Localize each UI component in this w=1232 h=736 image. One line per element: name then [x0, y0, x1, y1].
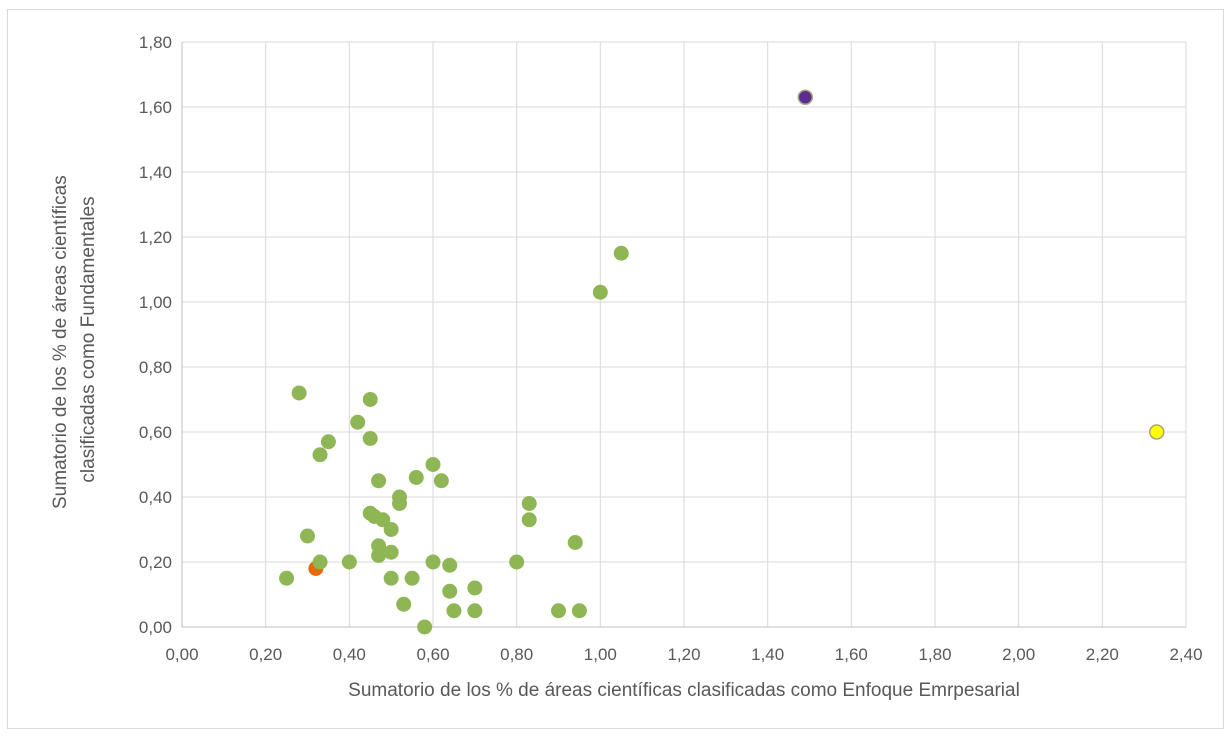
- data-point: [551, 603, 566, 619]
- y-tick-label: 1,20: [139, 228, 172, 247]
- x-tick-label: 1,00: [584, 645, 617, 664]
- data-point: [375, 512, 391, 528]
- x-tick-label: 0,60: [416, 645, 449, 664]
- y-tick-label: 1,80: [139, 33, 172, 52]
- y-tick-label: 1,60: [139, 98, 172, 117]
- data-point: [371, 473, 387, 489]
- data-point: [521, 496, 537, 511]
- data-point: [417, 619, 433, 635]
- data-point: [442, 583, 458, 599]
- data-point: [383, 522, 399, 537]
- data-point: [571, 603, 587, 619]
- data-point: [383, 544, 399, 560]
- data-point: [1148, 424, 1165, 440]
- data-point: [425, 554, 441, 570]
- data-point: [341, 554, 357, 570]
- x-tick-label: 2,40: [1169, 645, 1202, 664]
- y-tick-label: 1,40: [139, 163, 172, 182]
- data-point: [425, 457, 441, 472]
- data-point: [442, 557, 458, 573]
- data-point: [467, 580, 483, 596]
- x-tick-label: 0,00: [165, 645, 198, 664]
- y-axis-title-line-2: clasificadas como Fundamentales: [78, 196, 99, 482]
- x-axis-title: Sumatorio de los % de áreas científicas …: [348, 680, 1020, 701]
- x-tick-label: 1,80: [918, 645, 951, 664]
- data-point: [300, 528, 315, 544]
- data-point: [383, 570, 399, 586]
- data-point: [797, 89, 814, 105]
- y-tick-label: 1,00: [139, 293, 172, 312]
- axis-layer: [181, 42, 1186, 628]
- y-tick-label: 0,00: [139, 618, 172, 637]
- x-tick-label: 0,20: [249, 645, 282, 664]
- data-point: [312, 554, 328, 570]
- data-point: [521, 512, 537, 528]
- data-point: [433, 473, 449, 489]
- y-tick-label: 0,60: [139, 423, 172, 442]
- data-points: [279, 89, 1165, 635]
- data-point: [371, 548, 387, 563]
- x-tick-label: 2,00: [1002, 645, 1035, 664]
- data-point: [404, 570, 420, 586]
- grid-layer: [182, 41, 1187, 627]
- data-point: [467, 603, 483, 619]
- x-tick-label: 2,20: [1086, 645, 1119, 664]
- data-point: [446, 603, 462, 619]
- x-tick-label: 0,40: [333, 645, 366, 664]
- data-point: [362, 431, 378, 446]
- data-point: [312, 447, 328, 463]
- y-tick-label: 0,40: [139, 488, 172, 507]
- x-tick-label: 0,80: [500, 645, 533, 664]
- data-point: [613, 245, 629, 261]
- chart-frame: 0,00 0,20 0,40 0,60 0,80 1,00 1,20 1,40 1,60 1,80…: [7, 9, 1224, 729]
- data-point: [408, 470, 424, 485]
- data-point: [320, 434, 336, 450]
- data-point: [567, 535, 583, 550]
- data-point: [509, 554, 525, 570]
- scatter-chart: 0,00 0,20 0,40 0,60 0,80 1,00 1,20 1,40 1,60 1,80…: [50, 33, 1203, 701]
- data-point: [279, 570, 295, 586]
- x-tick-label: 1,20: [667, 645, 700, 664]
- x-tick-label: 1,60: [835, 645, 868, 664]
- y-tick-label: 0,80: [139, 358, 172, 377]
- data-point: [392, 496, 408, 511]
- tick-labels: 0,00 0,20 0,40 0,60 0,80 1,00 1,20 1,40 1,60 1,80…: [139, 33, 1203, 664]
- data-point: [396, 596, 412, 612]
- y-tick-label: 0,20: [139, 553, 172, 572]
- y-axis-title: Sumatorio de los % de áreas científicas …: [50, 170, 99, 509]
- data-point: [291, 385, 307, 401]
- x-tick-label: 1,40: [751, 645, 784, 664]
- data-point: [362, 392, 378, 407]
- data-point: [350, 414, 366, 430]
- y-axis-title-line-1: Sumatorio de los % de áreas científicas: [50, 175, 71, 509]
- data-point: [592, 284, 608, 300]
